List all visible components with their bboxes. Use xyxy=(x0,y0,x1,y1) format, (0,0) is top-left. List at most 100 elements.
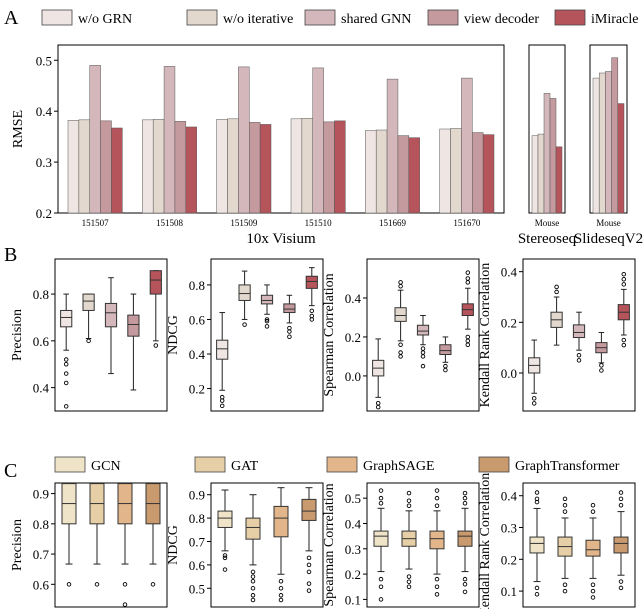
legend-a-label: w/o iterative xyxy=(223,12,293,27)
bar xyxy=(408,137,420,214)
box-outlier xyxy=(378,500,384,506)
box-outlier xyxy=(434,503,440,509)
box-outlier xyxy=(378,584,384,590)
bar xyxy=(549,98,557,214)
box-outlier xyxy=(462,576,468,582)
box-outlier xyxy=(398,342,403,347)
box-outlier xyxy=(122,582,128,587)
box-body xyxy=(216,339,229,360)
y-tick-label: 0.3 xyxy=(501,521,517,536)
y-tick-label: 0.9 xyxy=(189,488,205,503)
box-outlier xyxy=(562,496,568,502)
box-outlier xyxy=(465,276,471,281)
y-tick-label: 0.7 xyxy=(189,534,206,549)
box-outlier xyxy=(434,495,440,501)
bar xyxy=(111,127,123,214)
box-outlier xyxy=(250,593,256,598)
box-body xyxy=(245,517,261,540)
box-body xyxy=(416,324,430,336)
box-outlier xyxy=(406,498,412,503)
bar xyxy=(259,124,272,214)
box-outlier xyxy=(590,503,596,508)
box-outlier xyxy=(531,401,537,406)
bar xyxy=(216,119,228,214)
legend-c-swatch xyxy=(478,456,510,473)
y-tick-label: 0.8 xyxy=(33,517,49,532)
bar xyxy=(592,77,600,214)
category-label: 151510 xyxy=(305,218,333,228)
legend-c-label: GraphSAGE xyxy=(363,459,435,474)
bar xyxy=(472,132,484,214)
box-outlier xyxy=(590,509,596,514)
bar xyxy=(439,128,451,214)
box-outlier xyxy=(250,597,256,603)
box-outlier xyxy=(287,329,292,334)
y-tick-label: 0.4 xyxy=(33,381,50,396)
box-outlier xyxy=(398,280,403,285)
box-outlier xyxy=(378,495,384,501)
box-outlier xyxy=(531,396,537,401)
bar xyxy=(386,78,399,214)
box-outlier xyxy=(621,282,627,287)
legend-a-swatch xyxy=(554,9,586,26)
box-outlier xyxy=(618,496,624,502)
box-body xyxy=(260,294,274,305)
bar xyxy=(617,103,625,214)
box-outlier xyxy=(122,602,128,607)
box-outlier xyxy=(250,574,256,579)
legend-c-label: GraphTransformer xyxy=(515,459,620,474)
box-outlier xyxy=(465,334,471,340)
bar xyxy=(323,121,335,214)
bar xyxy=(543,93,551,214)
box-outlier xyxy=(462,581,468,587)
box-plot-frame xyxy=(522,258,636,412)
bar xyxy=(238,66,250,214)
y-tick-label: 0.8 xyxy=(189,511,205,526)
bar xyxy=(598,72,606,214)
y-tick-label: 0.8 xyxy=(189,278,205,293)
box-plot-frame xyxy=(522,482,636,608)
box-outlier xyxy=(150,582,156,587)
box-outlier xyxy=(278,597,284,603)
legend-a-label: w/o GRN xyxy=(78,12,132,27)
box-body xyxy=(457,530,473,547)
y-tick-label: 0.3 xyxy=(36,155,52,170)
y-tick-label: 0.6 xyxy=(33,334,50,349)
box-outlier xyxy=(420,363,426,369)
box-body xyxy=(394,307,407,322)
box-outlier xyxy=(618,503,624,508)
box-outlier xyxy=(309,317,315,322)
box-body xyxy=(572,324,586,339)
box-outlier xyxy=(378,597,384,602)
box-body xyxy=(429,530,445,550)
box-body xyxy=(301,498,317,521)
y-tick-label: 0.2 xyxy=(345,567,361,582)
box-plot-frame xyxy=(54,482,168,608)
y-tick-label: 0.2 xyxy=(501,315,517,330)
box-outlier xyxy=(599,363,604,368)
box-outlier xyxy=(618,490,624,495)
x-axis-title: 10x Visium xyxy=(246,231,316,247)
panel-label-c: C xyxy=(4,460,17,482)
bar xyxy=(531,135,539,214)
box-outlier xyxy=(621,277,627,282)
box-outlier xyxy=(63,357,69,362)
box-outlier xyxy=(375,404,381,410)
bar xyxy=(301,118,313,214)
y-tick-label: 0.4 xyxy=(189,347,206,362)
y-axis-title: Spearman Correlation xyxy=(322,483,337,606)
box-outlier xyxy=(398,284,403,289)
bar xyxy=(450,128,462,214)
box-body xyxy=(127,314,140,337)
y-tick-label: 0.6 xyxy=(189,558,206,573)
box-body xyxy=(613,536,629,554)
box-outlier xyxy=(264,324,270,329)
y-tick-label: 0.8 xyxy=(33,287,49,302)
bar-plot-frame xyxy=(57,44,505,214)
y-axis-title: NDCG xyxy=(166,525,181,565)
box-outlier xyxy=(306,555,312,561)
box-body xyxy=(305,275,318,289)
legend-a-label: view decoder xyxy=(464,12,539,27)
y-tick-label: 0.6 xyxy=(189,312,206,327)
box-plot-frame xyxy=(54,258,168,412)
